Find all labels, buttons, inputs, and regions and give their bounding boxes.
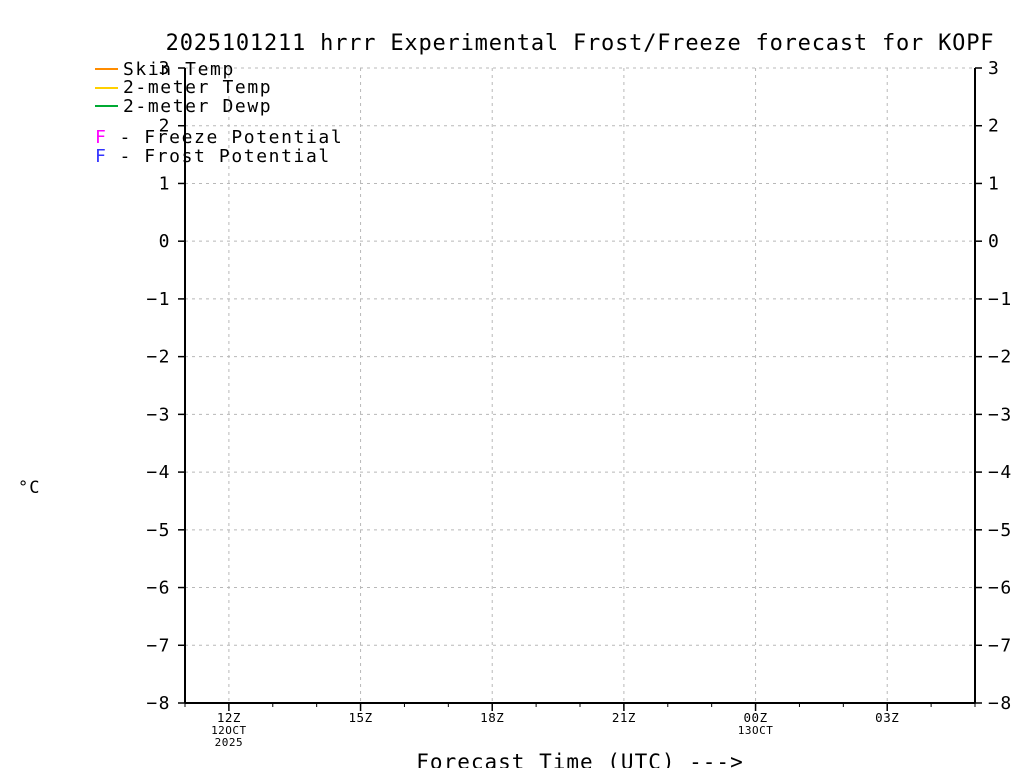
svg-text:15Z: 15Z [349,710,373,725]
legend-item: F - Freeze Potential [95,127,344,149]
chart-title: 2025101211 hrrr Experimental Frost/Freez… [165,31,995,56]
svg-text:00Z: 00Z [744,710,768,725]
legend-item: 2-meter Temp [95,77,343,99]
y-axis-unit-label: °C [18,478,41,498]
svg-text:18Z: 18Z [480,710,504,725]
legend-item: Skin Temp [95,58,343,80]
legend-line-swatch [95,86,118,89]
y-axis-ticks: 3 3 2 2 1 1 0 0 −1 −1 −2 −2 −3 −3 −4 −4 −5 −5 −6 −6 −7 −7 −8 −8 [146,58,1013,714]
legend-item: 2-meter Dewp [95,95,343,117]
svg-text:−5: −5 [146,520,171,541]
svg-text:−8: −8 [988,693,1013,714]
svg-text:2: 2 [159,116,171,137]
legend-label: Skin Temp [123,58,235,80]
svg-text:−2: −2 [988,347,1013,368]
svg-text:03Z: 03Z [875,710,899,725]
legend-line-swatch [95,105,118,108]
svg-text:−8: −8 [146,693,171,714]
svg-text:−5: −5 [988,520,1013,541]
svg-text:12OCT: 12OCT [211,724,247,737]
svg-text:2: 2 [988,116,1000,137]
legend-marker: F [95,145,108,167]
svg-text:1: 1 [988,173,1000,194]
chart-legend: Skin Temp 2-meter Temp 2-meter Dewp F - Free… [95,58,344,167]
svg-text:−1: −1 [988,289,1013,310]
svg-text:21Z: 21Z [612,710,636,725]
svg-text:1: 1 [159,173,171,194]
svg-text:−7: −7 [146,635,171,656]
svg-text:−6: −6 [988,578,1013,599]
legend-item: F - Frost Potential [95,145,343,167]
svg-text:3: 3 [988,58,1000,79]
svg-text:−4: −4 [146,462,171,483]
svg-text:−3: −3 [146,404,171,425]
legend-label: - Frost Potential [119,145,331,167]
svg-text:−4: −4 [988,462,1013,483]
svg-text:−2: −2 [146,347,171,368]
legend-label: - Freeze Potential [119,127,344,149]
legend-marker: F [95,127,108,149]
legend-label: 2-meter Dewp [123,95,273,117]
svg-text:−3: −3 [988,404,1013,425]
gridlines [185,67,975,703]
svg-text:−7: −7 [988,635,1013,656]
svg-text:12Z: 12Z [217,710,241,725]
svg-text:−1: −1 [146,289,171,310]
svg-text:−6: −6 [146,578,171,599]
svg-text:13OCT: 13OCT [738,724,774,737]
legend-line-swatch [95,68,118,71]
x-axis-label: Forecast Time (UTC) ---> [416,750,744,768]
legend-label: 2-meter Temp [123,77,273,99]
svg-text:2025: 2025 [215,736,244,749]
svg-text:0: 0 [988,231,1000,252]
svg-text:0: 0 [159,231,171,252]
svg-text:3: 3 [159,58,171,79]
